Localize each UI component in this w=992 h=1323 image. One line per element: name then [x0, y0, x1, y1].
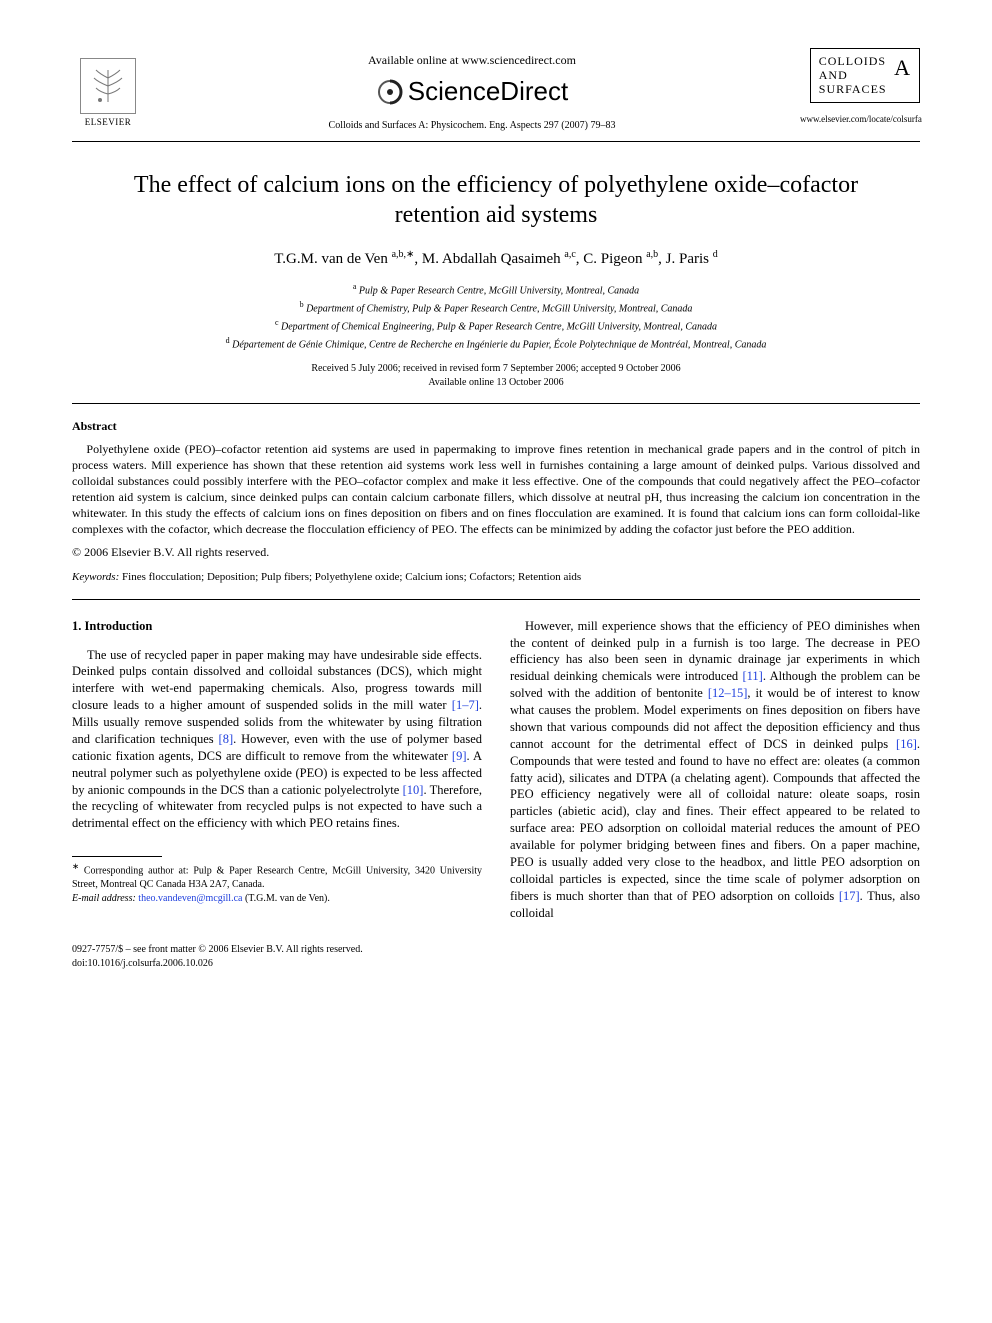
- corresponding-author-note: ∗ Corresponding author at: Pulp & Paper …: [72, 861, 482, 891]
- ref-link-11[interactable]: [11]: [742, 669, 762, 683]
- journal-box-line2: AND: [819, 68, 848, 82]
- pre-abstract-rule: [72, 403, 920, 404]
- corr-marker: ∗: [72, 862, 79, 871]
- affiliation-line: c Department of Chemical Engineering, Pu…: [72, 317, 920, 335]
- affiliation-line: b Department of Chemistry, Pulp & Paper …: [72, 299, 920, 317]
- abstract-copyright: © 2006 Elsevier B.V. All rights reserved…: [72, 544, 920, 560]
- article-title: The effect of calcium ions on the effici…: [112, 170, 880, 230]
- ref-link-1-7[interactable]: [1–7]: [452, 698, 479, 712]
- sciencedirect-name: ScienceDirect: [408, 74, 568, 109]
- footnotes: ∗ Corresponding author at: Pulp & Paper …: [72, 861, 482, 905]
- available-online-text: Available online at www.sciencedirect.co…: [144, 52, 800, 68]
- dates-available: Available online 13 October 2006: [428, 377, 563, 388]
- ref-link-12-15[interactable]: [12–15]: [708, 686, 748, 700]
- affiliation-line: d Département de Génie Chimique, Centre …: [72, 335, 920, 353]
- abstract-heading: Abstract: [72, 418, 920, 434]
- elsevier-logo: ELSEVIER: [72, 48, 144, 128]
- ref-link-9[interactable]: [9]: [452, 749, 467, 763]
- body-columns: 1. Introduction The use of recycled pape…: [72, 618, 920, 922]
- abstract-block: Abstract Polyethylene oxide (PEO)–cofact…: [72, 418, 920, 560]
- abstract-text: Polyethylene oxide (PEO)–cofactor retent…: [72, 441, 920, 538]
- sciencedirect-swirl-icon: [376, 78, 404, 106]
- header-rule: [72, 141, 920, 142]
- ref-link-16[interactable]: [16]: [896, 737, 917, 751]
- journal-reference: Colloids and Surfaces A: Physicochem. En…: [144, 119, 800, 133]
- affiliation-line: a Pulp & Paper Research Centre, McGill U…: [72, 281, 920, 299]
- ref-link-10[interactable]: [10]: [403, 783, 424, 797]
- journal-url: www.elsevier.com/locate/colsurfa: [800, 113, 920, 125]
- section-1-heading: 1. Introduction: [72, 618, 482, 635]
- section-number: 1.: [72, 619, 81, 633]
- email-label: E-mail address:: [72, 893, 136, 904]
- journal-letter-a: A: [894, 55, 911, 80]
- journal-box-line3: SURFACES: [819, 82, 887, 96]
- intro-paragraph-1: The use of recycled paper in paper makin…: [72, 647, 482, 833]
- dates-received: Received 5 July 2006; received in revise…: [311, 363, 680, 374]
- column-right: However, mill experience shows that the …: [510, 618, 920, 922]
- footer-doi: doi:10.1016/j.colsurfa.2006.10.026: [72, 957, 920, 971]
- authors-line: T.G.M. van de Ven a,b,∗, M. Abdallah Qas…: [72, 248, 920, 269]
- journal-box-line1: COLLOIDS: [819, 54, 886, 68]
- keywords-line: Keywords: Fines flocculation; Deposition…: [72, 570, 920, 585]
- article-dates: Received 5 July 2006; received in revise…: [72, 362, 920, 389]
- journal-logo: A COLLOIDS AND SURFACES: [810, 48, 920, 103]
- sciencedirect-block: Available online at www.sciencedirect.co…: [144, 48, 800, 133]
- page-footer: 0927-7757/$ – see front matter © 2006 El…: [72, 943, 920, 970]
- intro-paragraph-2: However, mill experience shows that the …: [510, 618, 920, 922]
- keywords-text: Fines flocculation; Deposition; Pulp fib…: [122, 571, 581, 583]
- elsevier-label: ELSEVIER: [85, 116, 132, 128]
- section-title: Introduction: [85, 619, 153, 633]
- ref-link-17[interactable]: [17]: [839, 889, 860, 903]
- column-left: 1. Introduction The use of recycled pape…: [72, 618, 482, 922]
- post-keywords-rule: [72, 599, 920, 600]
- affiliations: a Pulp & Paper Research Centre, McGill U…: [72, 281, 920, 352]
- footnote-rule: [72, 856, 162, 857]
- email-suffix: (T.G.M. van de Ven).: [245, 893, 330, 904]
- sciencedirect-logo: ScienceDirect: [144, 74, 800, 109]
- ref-link-8[interactable]: [8]: [219, 732, 234, 746]
- footer-copyright: 0927-7757/$ – see front matter © 2006 El…: [72, 943, 920, 957]
- elsevier-tree-icon: [80, 58, 136, 114]
- email-address[interactable]: theo.vandeven@mcgill.ca: [138, 893, 242, 904]
- journal-logo-block: A COLLOIDS AND SURFACES www.elsevier.com…: [800, 48, 920, 126]
- email-line: E-mail address: theo.vandeven@mcgill.ca …: [72, 892, 482, 906]
- corr-text: Corresponding author at: Pulp & Paper Re…: [72, 866, 482, 891]
- page-header: ELSEVIER Available online at www.science…: [72, 48, 920, 133]
- keywords-label: Keywords:: [72, 571, 119, 583]
